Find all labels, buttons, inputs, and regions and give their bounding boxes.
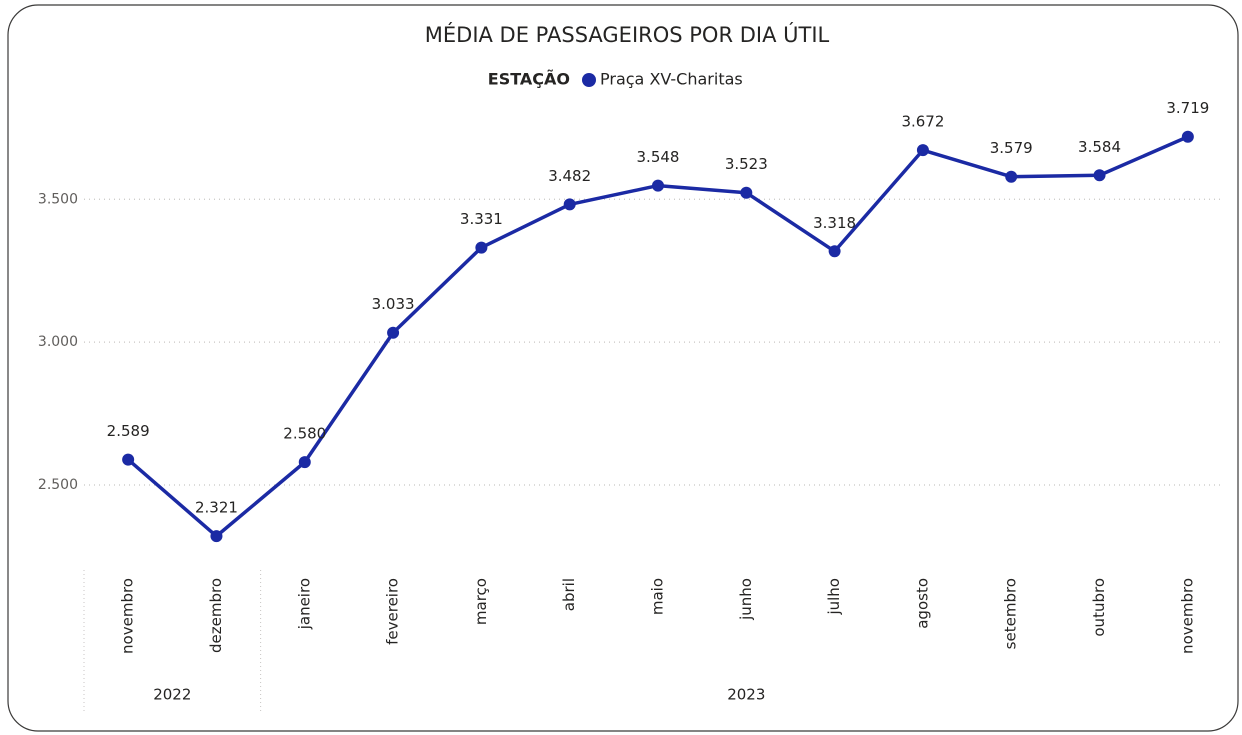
data-point — [740, 186, 753, 199]
data-label: 3.579 — [990, 139, 1033, 157]
data-label: 3.482 — [548, 167, 591, 185]
x-tick-label: outubro — [1090, 578, 1108, 637]
data-point — [916, 144, 929, 157]
x-tick-label: abril — [560, 578, 578, 611]
data-label: 3.523 — [725, 155, 768, 173]
legend-marker — [582, 73, 596, 87]
data-point — [210, 530, 223, 543]
x-tick-label: janeiro — [295, 578, 313, 630]
chart-title: MÉDIA DE PASSAGEIROS POR DIA ÚTIL — [425, 22, 830, 47]
x-tick-label: julho — [825, 578, 843, 616]
legend-label: Praça XV-Charitas — [600, 70, 743, 89]
y-tick-label: 3.500 — [38, 191, 78, 207]
data-point — [563, 198, 576, 211]
data-label: 3.318 — [813, 214, 856, 232]
x-tick-label: novembro — [1178, 578, 1196, 654]
x-tick-label: dezembro — [207, 578, 225, 653]
data-label: 3.033 — [372, 295, 415, 313]
x-tick-label: fevereiro — [384, 578, 402, 645]
data-point — [652, 179, 664, 192]
data-label: 3.584 — [1078, 138, 1121, 156]
y-tick-label: 3.000 — [38, 334, 78, 350]
x-tick-label: agosto — [913, 578, 931, 629]
data-label: 2.580 — [283, 425, 326, 443]
data-point — [122, 453, 135, 466]
x-group-label: 2022 — [153, 686, 191, 704]
x-tick-label: maio — [649, 578, 667, 615]
data-label: 3.548 — [637, 148, 680, 166]
data-label: 2.589 — [107, 422, 150, 440]
data-label: 3.719 — [1166, 99, 1209, 117]
x-tick-label: março — [472, 578, 490, 625]
legend-title: ESTAÇÃO — [488, 70, 570, 89]
data-point — [828, 245, 841, 258]
card-border — [7, 4, 1239, 732]
data-point — [1093, 169, 1106, 182]
data-point — [475, 241, 488, 254]
data-point — [1181, 130, 1194, 143]
data-label: 3.672 — [901, 113, 944, 131]
y-tick-label: 2.500 — [38, 477, 78, 493]
data-label: 3.331 — [460, 210, 503, 228]
x-tick-label: junho — [737, 578, 755, 621]
x-group-label: 2023 — [727, 686, 765, 704]
data-point — [1005, 170, 1018, 183]
data-point — [387, 326, 400, 339]
x-tick-label: setembro — [1002, 578, 1020, 649]
x-tick-label: novembro — [119, 578, 137, 654]
data-point — [298, 456, 311, 469]
data-label: 2.321 — [195, 499, 238, 517]
